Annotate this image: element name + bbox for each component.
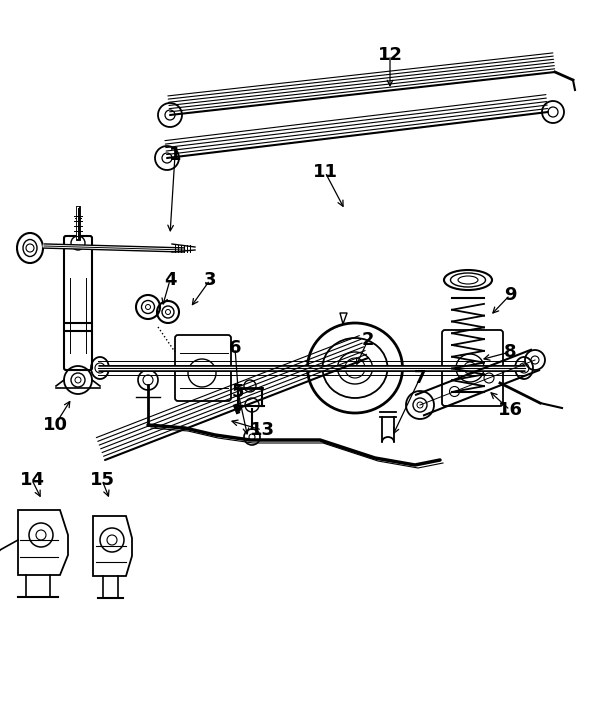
Text: 11: 11 bbox=[313, 163, 337, 181]
Text: 13: 13 bbox=[249, 421, 275, 439]
Text: 10: 10 bbox=[43, 416, 67, 434]
Text: 1: 1 bbox=[169, 146, 181, 164]
Text: 12: 12 bbox=[378, 46, 403, 64]
Text: 7: 7 bbox=[414, 369, 426, 387]
Text: 15: 15 bbox=[89, 471, 114, 489]
Text: 3: 3 bbox=[204, 271, 216, 289]
Text: 16: 16 bbox=[497, 401, 523, 419]
Text: 5: 5 bbox=[231, 383, 244, 401]
Text: 14: 14 bbox=[20, 471, 44, 489]
Text: 6: 6 bbox=[229, 339, 242, 357]
Text: 9: 9 bbox=[504, 286, 516, 304]
Text: 8: 8 bbox=[504, 343, 516, 361]
Text: 4: 4 bbox=[164, 271, 176, 289]
Text: 2: 2 bbox=[362, 331, 374, 349]
